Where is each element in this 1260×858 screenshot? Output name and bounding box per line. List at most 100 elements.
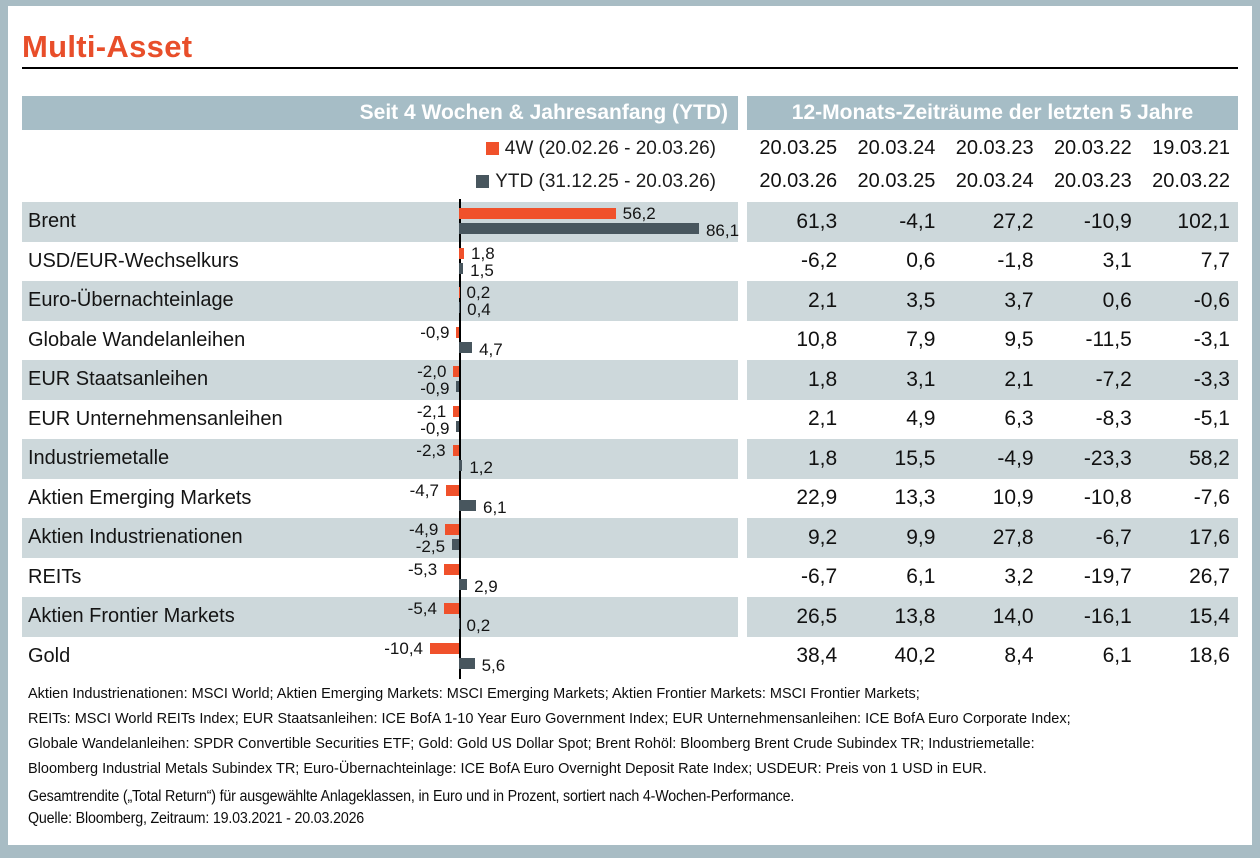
- legend-label-ytd: YTD (31.12.25 - 20.03.26): [495, 170, 716, 192]
- return-cell: -5,1: [1193, 407, 1230, 431]
- returns-row: 22,9 13,3 10,9 -10,8 -7,6: [747, 479, 1238, 519]
- asset-chart-cell: Industriemetalle -2,3 1,2: [22, 439, 738, 479]
- return-cell: 17,6: [1189, 525, 1230, 549]
- period-date: 20.03.23: [1053, 170, 1132, 192]
- bar-4w-value-label: -4,9: [409, 520, 439, 539]
- asset-label: Gold: [28, 644, 71, 667]
- asset-row: Globale Wandelanleihen -0,9 4,7 10,8 7,9 9,5 -…: [22, 321, 1238, 361]
- return-cell: -0,6: [1193, 288, 1230, 312]
- asset-row: Industriemetalle -2,3 1,2 1,8 15,5 -4,9 -23,3 5…: [22, 439, 1238, 479]
- return-cell: 6,1: [1102, 644, 1132, 668]
- bar-ytd: [459, 578, 468, 590]
- returns-row: -6,2 0,6 -1,8 3,1 7,7: [747, 242, 1238, 282]
- return-cell: 13,3: [894, 486, 936, 510]
- bar-4w-value-label: 0,2: [466, 283, 491, 302]
- bar-ytd-value-label: 1,5: [470, 260, 494, 280]
- period-end-dates: 20.03.26 20.03.25 20.03.24 20.03.23 20.03.22: [747, 165, 1238, 198]
- asset-label: EUR Staatsanleihen: [28, 368, 209, 390]
- bar-4w-value-label: -4,7: [409, 480, 439, 500]
- bar-4w-value-label: 56,2: [622, 204, 656, 223]
- bar-ytd-value-label: 0,4: [467, 300, 491, 319]
- return-cell: 22,9: [796, 486, 838, 510]
- return-cell: 27,2: [992, 209, 1034, 233]
- legend-item-4w: 4W (20.02.26 - 20.03.26): [22, 132, 738, 165]
- return-cell: 3,7: [1004, 288, 1034, 312]
- bar-ytd: [456, 381, 459, 392]
- asset-label: USD/EUR-Wechselkurs: [28, 249, 239, 272]
- bar-ytd-value-label: 1,2: [469, 458, 493, 477]
- return-cell: 38,4: [796, 644, 838, 668]
- index-footnotes: Aktien Industrienationen: MSCI World; Ak…: [28, 682, 1240, 782]
- return-cell: 3,1: [1102, 249, 1132, 273]
- legend: 4W (20.02.26 - 20.03.26) YTD (31.12.25 -…: [22, 132, 738, 200]
- return-cell: -19,7: [1083, 565, 1132, 589]
- return-cell: 7,7: [1200, 249, 1230, 273]
- bar-4w-value-label: -2,3: [416, 441, 446, 460]
- return-cell: -6,7: [801, 565, 838, 589]
- return-cell: 2,1: [1004, 367, 1034, 391]
- asset-chart-cell: REITs -5,3 2,9: [22, 558, 738, 598]
- asset-row: Euro-Übernachteinlage 0,2 0,4 2,1 3,5 3,7 0,6 -…: [22, 281, 1238, 321]
- return-cell: -1,8: [997, 249, 1034, 273]
- bar-ytd-value-label: -0,9: [420, 379, 450, 398]
- returns-row: 1,8 3,1 2,1 -7,2 -3,3: [747, 360, 1238, 400]
- legend-and-dates: 4W (20.02.26 - 20.03.26) YTD (31.12.25 -…: [22, 132, 1238, 200]
- bar-4w: [445, 484, 459, 496]
- bar-ytd-value-label: 5,6: [481, 655, 506, 675]
- source-note: Quelle: Bloomberg, Zeitraum: 19.03.2021 …: [28, 809, 365, 827]
- return-cell: -3,1: [1193, 328, 1230, 352]
- asset-row: EUR Unternehmensanleihen -2,1 -0,9 2,1 4,9 6,…: [22, 400, 1238, 440]
- period-date: 20.03.22: [1152, 170, 1230, 192]
- return-cell: 2,1: [807, 288, 838, 312]
- return-cell: 3,2: [1004, 565, 1034, 589]
- return-cell: -23,3: [1083, 446, 1132, 470]
- bar-4w: [430, 642, 459, 654]
- footnote-line: REITs: MSCI World REITs Index; EUR Staat…: [28, 711, 1071, 727]
- page-title: Multi-Asset: [22, 28, 193, 64]
- title-divider: [22, 67, 1238, 69]
- asset-row: EUR Staatsanleihen -2,0 -0,9 1,8 3,1 2,1 -7,2 -…: [22, 360, 1238, 400]
- bar-ytd: [459, 262, 464, 274]
- bar-ytd-value-label: -0,9: [420, 418, 450, 438]
- asset-label: Aktien Emerging Markets: [28, 486, 252, 509]
- header-4w-ytd: Seit 4 Wochen & Jahresanfang (YTD): [22, 96, 738, 130]
- asset-row: Brent 56,2 86,1 61,3 -4,1 27,2 -10,9 102,1: [22, 202, 1238, 242]
- return-cell: 9,5: [1004, 328, 1034, 352]
- period-date: 20.03.26: [759, 170, 838, 192]
- section-headers: Seit 4 Wochen & Jahresanfang (YTD) 12-Mo…: [22, 96, 1238, 130]
- asset-chart-cell: Brent 56,2 86,1: [22, 202, 739, 242]
- period-date: 20.03.25: [759, 137, 838, 159]
- returns-row: 1,8 15,5 -4,9 -23,3 58,2: [747, 439, 1238, 479]
- return-cell: 26,5: [796, 604, 838, 628]
- bar-4w: [453, 366, 459, 377]
- asset-rows: Brent 56,2 86,1 61,3 -4,1 27,2 -10,9 102,1 USD/E…: [22, 199, 1238, 679]
- bar-4w-value-label: -2,1: [416, 401, 447, 421]
- return-cell: -3,3: [1193, 367, 1230, 391]
- return-cell: 10,9: [992, 486, 1034, 510]
- return-cell: 15,4: [1189, 604, 1230, 628]
- return-cell: -8,3: [1095, 407, 1132, 431]
- footnote-line: Aktien Industrienationen: MSCI World; Ak…: [28, 686, 920, 702]
- period-date: 19.03.21: [1152, 137, 1230, 159]
- bar-ytd: [459, 657, 475, 669]
- return-cell: 1,8: [807, 367, 838, 391]
- bar-ytd-value-label: 4,7: [479, 339, 503, 359]
- return-cell: 9,9: [906, 525, 936, 549]
- return-cell: 6,1: [906, 565, 936, 589]
- asset-label: Globale Wandelanleihen: [28, 328, 246, 351]
- return-cell: 15,5: [894, 446, 936, 470]
- asset-row: Gold -10,4 5,6 38,4 40,2 8,4 6,1 18,6: [22, 637, 1238, 677]
- bar-4w-value-label: -0,9: [420, 322, 450, 342]
- asset-label: REITs: [28, 565, 82, 588]
- asset-row: Aktien Frontier Markets -5,4 0,2 26,5 13,8 14…: [22, 597, 1238, 637]
- period-date-headers: 20.03.25 20.03.24 20.03.23 20.03.22 19.03.21…: [747, 132, 1238, 200]
- legend-swatch-4w-icon: [485, 142, 499, 155]
- bar-ytd: [459, 618, 460, 629]
- bar-ytd: [452, 539, 459, 550]
- bar-4w: [459, 287, 460, 298]
- return-cell: -11,5: [1085, 328, 1132, 352]
- asset-label: Brent: [28, 210, 76, 232]
- asset-label: Aktien Industrienationen: [28, 526, 243, 548]
- returns-row: 2,1 4,9 6,3 -8,3 -5,1: [747, 400, 1238, 440]
- bar-4w: [456, 326, 459, 338]
